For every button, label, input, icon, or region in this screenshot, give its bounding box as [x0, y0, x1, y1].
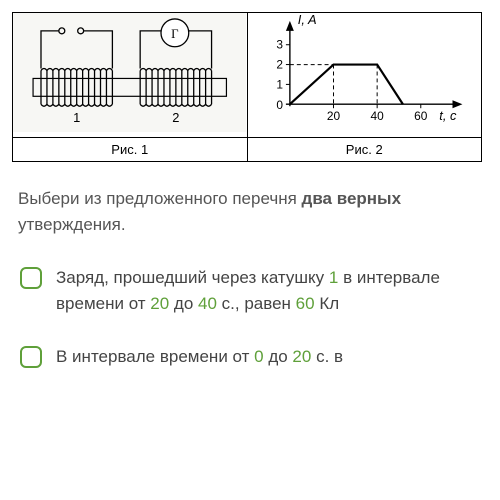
svg-text:1: 1: [276, 77, 283, 91]
svg-text:60: 60: [414, 109, 428, 123]
figure-2-cell: 1 2 3 20 40 60 0: [247, 13, 482, 138]
coil1-label: 1: [73, 110, 80, 125]
option-2-checkbox[interactable]: [20, 346, 42, 368]
option-2: В интервале времени от 0 до 20 с. в: [20, 344, 480, 370]
circuit-svg: Г 1 2: [13, 13, 247, 132]
figure-table: Г 1 2 1 2 3: [12, 12, 482, 162]
meter-label: Г: [171, 27, 179, 41]
caption-1: Рис. 1: [13, 138, 248, 162]
svg-text:3: 3: [276, 38, 283, 52]
option-2-text: В интервале времени от 0 до 20 с. в: [56, 344, 480, 370]
x-axis-label: t, с: [439, 108, 457, 123]
svg-text:40: 40: [370, 109, 384, 123]
figure-1-cell: Г 1 2: [13, 13, 248, 138]
options-list: Заряд, прошедший через катушку 1 в интер…: [12, 265, 488, 370]
svg-text:20: 20: [326, 109, 340, 123]
svg-text:2: 2: [276, 58, 283, 72]
coil2-label: 2: [172, 110, 179, 125]
caption-2: Рис. 2: [247, 138, 482, 162]
svg-text:0: 0: [276, 98, 283, 112]
option-1-checkbox[interactable]: [20, 267, 42, 289]
option-1: Заряд, прошедший через катушку 1 в интер…: [20, 265, 480, 316]
graph-svg: 1 2 3 20 40 60 0: [248, 13, 482, 132]
option-1-text: Заряд, прошедший через катушку 1 в интер…: [56, 265, 480, 316]
y-axis-label: I, A: [297, 13, 316, 27]
question-text: Выбери из предложенного перечня два верн…: [12, 186, 488, 237]
